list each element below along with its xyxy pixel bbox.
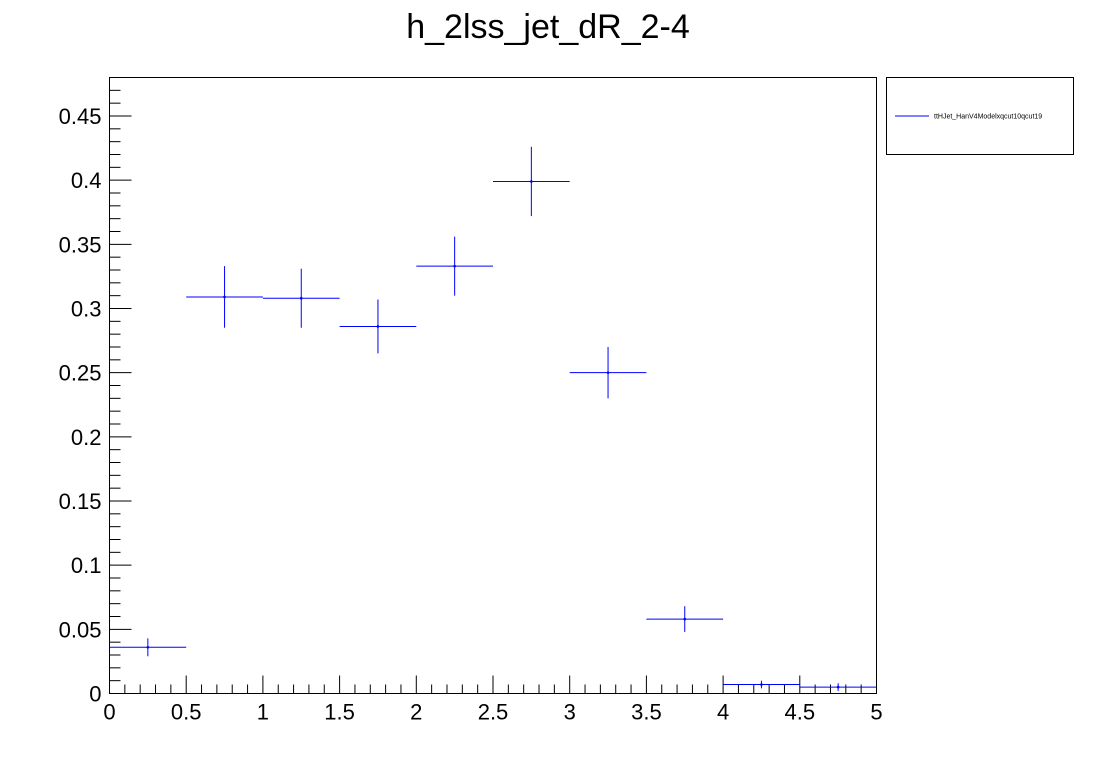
x-tick-label: 3.5 (631, 700, 662, 725)
data-point (683, 617, 687, 621)
y-tick-label: 0.15 (59, 489, 102, 514)
data-point (376, 325, 380, 328)
data-point (223, 295, 226, 299)
legend: ttHJet_HanV4Modelxqcut10qcut19 (886, 77, 1074, 155)
legend-label: ttHJet_HanV4Modelxqcut10qcut19 (934, 114, 1042, 121)
x-tick-label: 0.5 (171, 700, 202, 725)
y-tick-label: 0.35 (59, 232, 102, 257)
x-tick-label: 4.5 (785, 700, 816, 725)
axis-tick-labels: 0 0.5 1 1.5 2 2.5 3 3.5 4 4.5 5 0 0.05 0.1 0.15 0.2 0.25… (59, 104, 883, 725)
y-tick-label: 0.1 (71, 553, 102, 578)
x-tick-label: 3 (564, 700, 576, 725)
data-point (530, 180, 533, 183)
data-point (606, 371, 610, 374)
x-tick-label: 4 (717, 700, 729, 725)
chart-title: h_2lss_jet_dR_2-4 (406, 8, 690, 46)
axis-ticks (109, 77, 877, 694)
y-tick-label: 0.3 (71, 297, 102, 322)
y-tick-label: 0 (89, 682, 101, 707)
data-point (760, 683, 763, 686)
data-point (836, 685, 840, 689)
x-tick-label: 2 (410, 700, 422, 725)
data-point (299, 296, 303, 300)
x-tick-label: 0 (103, 700, 115, 725)
y-tick-label: 0.4 (71, 168, 102, 193)
series-marks (109, 146, 877, 691)
y-tick-label: 0.05 (59, 617, 102, 642)
x-tick-label: 5 (870, 700, 882, 725)
data-point (453, 264, 456, 268)
y-tick-label: 0.2 (71, 425, 102, 450)
y-tick-label: 0.45 (59, 104, 102, 129)
x-tick-label: 1 (257, 700, 269, 725)
plot-frame (109, 77, 877, 694)
data-point (146, 646, 150, 649)
x-tick-label: 2.5 (478, 700, 509, 725)
y-tick-label: 0.25 (59, 361, 102, 386)
x-tick-label: 1.5 (324, 700, 355, 725)
